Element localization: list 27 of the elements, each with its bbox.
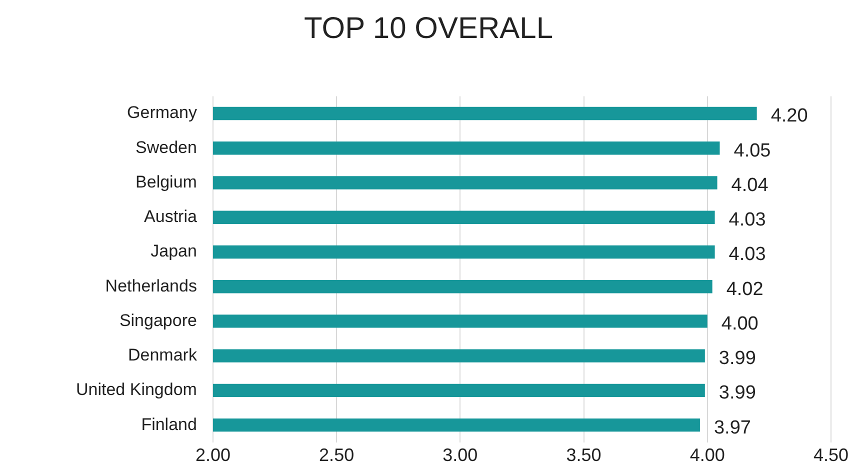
data-label: 4.04 xyxy=(731,174,769,196)
y-tick-label: Singapore xyxy=(119,310,197,330)
y-tick-label: Sweden xyxy=(136,138,197,157)
x-tick-label: 2.50 xyxy=(319,445,354,466)
y-tick-label: United Kingdom xyxy=(76,380,197,400)
data-label: 4.05 xyxy=(734,140,771,162)
data-label: 3.99 xyxy=(718,348,756,370)
y-tick-label: Germany xyxy=(127,103,198,122)
y-tick-label: Netherlands xyxy=(105,276,197,296)
x-tick-label: 3.50 xyxy=(566,445,602,466)
x-tick-label: 3.00 xyxy=(442,445,478,466)
data-label: 4.02 xyxy=(726,278,764,300)
data-label: 4.00 xyxy=(721,313,758,334)
x-tick-label: 2.00 xyxy=(195,445,230,466)
y-tick-label: Finland xyxy=(141,414,197,434)
x-tick-label: 4.50 xyxy=(813,445,849,466)
data-label: 4.03 xyxy=(728,210,766,231)
data-label: 4.03 xyxy=(728,244,766,266)
chart-title: TOP 10 OVERALL xyxy=(302,12,554,46)
y-tick-label: Austria xyxy=(144,207,198,226)
y-tick-label: Denmark xyxy=(128,346,198,365)
y-tick-label: Belgium xyxy=(136,172,197,192)
x-tick-label: 4.00 xyxy=(690,445,725,466)
data-label: 3.99 xyxy=(718,382,756,404)
data-label: 4.20 xyxy=(770,106,808,127)
data-label: 3.97 xyxy=(714,417,751,438)
y-tick-label: Japan xyxy=(150,242,197,261)
